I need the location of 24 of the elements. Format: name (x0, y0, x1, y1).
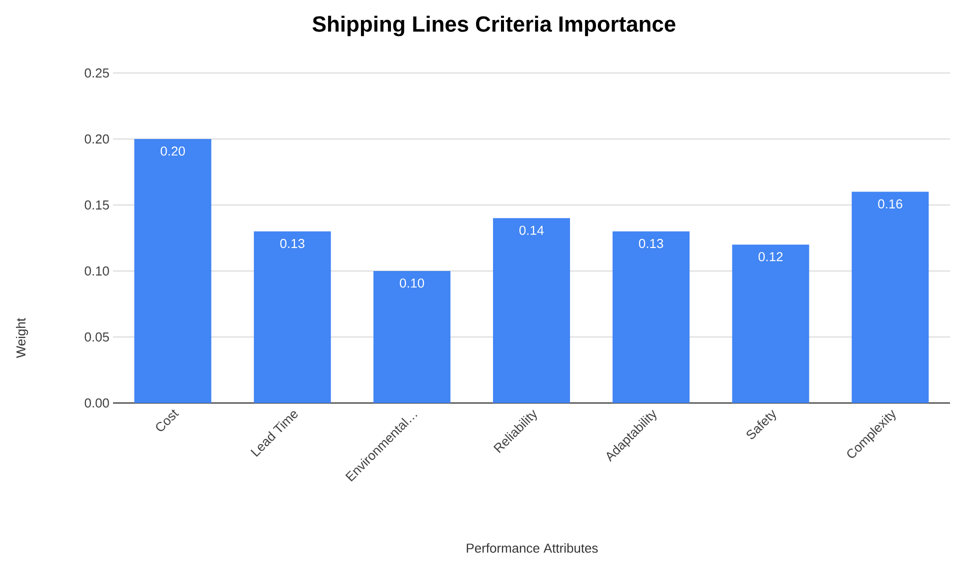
data-label: 0.14 (519, 226, 544, 235)
data-label: 0.13 (638, 238, 664, 248)
bar (254, 231, 331, 403)
y-tick-label: 0.05 (84, 332, 109, 342)
data-label: 0.20 (160, 146, 185, 156)
bar (612, 231, 690, 403)
bar (852, 192, 929, 403)
chart-title: Shipping Lines Criteria Importance (312, 16, 676, 36)
y-axis-title: Weight (16, 318, 28, 358)
data-label: 0.12 (758, 252, 783, 262)
y-tick-label: 0.20 (84, 134, 109, 144)
y-tick-label: 0.25 (84, 68, 109, 78)
bar (134, 138, 212, 403)
y-tick-label: 0.10 (84, 266, 109, 276)
data-label: 0.10 (400, 278, 424, 288)
data-label: 0.13 (280, 238, 304, 248)
x-tick-label: Cost (156, 409, 180, 432)
bar (373, 270, 450, 403)
data-label: 0.16 (878, 199, 902, 208)
bar (732, 244, 810, 403)
y-tick-label: 0.00 (84, 398, 109, 408)
bar (493, 218, 570, 403)
x-axis-title: Performance Attributes (466, 543, 598, 553)
y-tick-label: 0.15 (84, 200, 109, 210)
